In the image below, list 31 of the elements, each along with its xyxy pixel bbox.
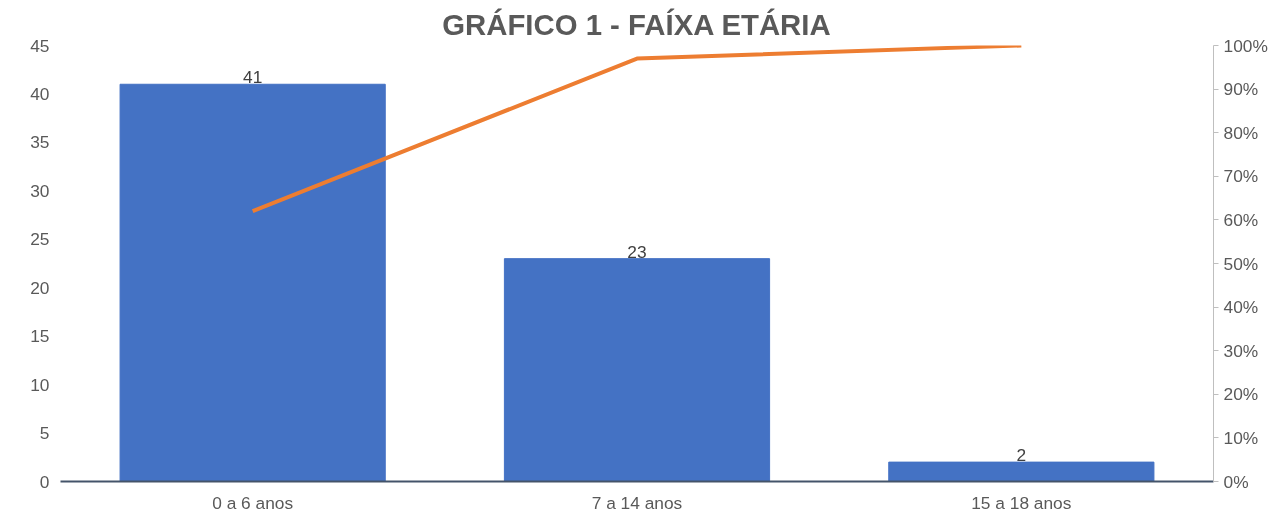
- y2-tick-label: 70%: [1223, 166, 1259, 187]
- y2-tick-label: 40%: [1223, 297, 1259, 318]
- y-tick-label: 15: [30, 326, 50, 347]
- y2-tick-label: 60%: [1223, 209, 1259, 230]
- x-tick-label: 0 a 6 anos: [212, 492, 294, 513]
- bar: [888, 461, 1155, 482]
- data-label: 23: [627, 241, 647, 262]
- y-tick-label: 40: [30, 83, 50, 104]
- data-label: 2: [1016, 445, 1027, 466]
- y-tick-label: 30: [30, 180, 50, 201]
- y2-tick-label: 0%: [1223, 471, 1249, 492]
- x-tick-label: 15 a 18 anos: [971, 492, 1072, 513]
- y2-tick-label: 20%: [1223, 384, 1259, 405]
- y2-tick-label: 30%: [1223, 340, 1259, 361]
- y2-tick-label: 100%: [1223, 35, 1268, 56]
- chart-title: GRÁFICO 1 - FAÍXA ETÁRIA: [442, 7, 831, 41]
- x-tick-label: 7 a 14 anos: [591, 492, 683, 513]
- y-tick-label: 20: [30, 277, 50, 298]
- y-tick-label: 35: [30, 132, 50, 153]
- y2-tick-label: 90%: [1223, 79, 1259, 100]
- y-tick-label: 5: [39, 423, 50, 444]
- y-tick-label: 45: [30, 35, 50, 56]
- data-label: 41: [243, 67, 263, 88]
- y-tick-label: 0: [39, 471, 50, 492]
- y2-tick-label: 10%: [1223, 427, 1259, 448]
- y2-tick-label: 80%: [1223, 122, 1259, 143]
- y-tick-label: 10: [30, 374, 50, 395]
- y-tick-label: 25: [30, 229, 50, 250]
- bar: [119, 83, 386, 482]
- y2-tick-label: 50%: [1223, 253, 1259, 274]
- bar: [503, 258, 771, 482]
